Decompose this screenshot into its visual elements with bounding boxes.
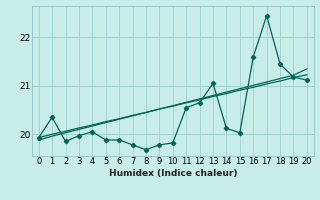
X-axis label: Humidex (Indice chaleur): Humidex (Indice chaleur) <box>108 169 237 178</box>
